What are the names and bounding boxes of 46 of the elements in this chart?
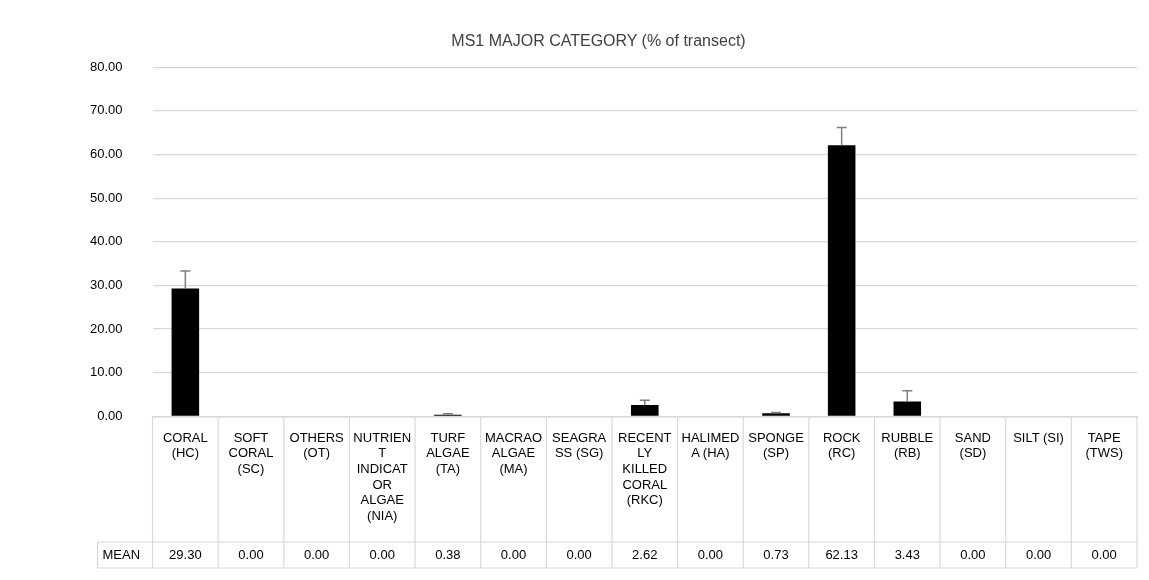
- x-tick-label: SPONGE (SP): [748, 429, 805, 461]
- data-label: 0.00: [303, 546, 330, 562]
- bar: [827, 145, 856, 416]
- y-tick-label: 10.00: [89, 364, 123, 380]
- x-tick-label: RUBBLE (RB): [881, 429, 934, 461]
- x-tick-label: MACRAOALGAE (MA): [484, 429, 543, 476]
- data-label: 0.00: [566, 546, 592, 562]
- y-tick-label: 20.00: [89, 320, 123, 336]
- data-label: 29.30: [169, 546, 202, 562]
- y-tick-label: 0.00: [97, 407, 123, 423]
- data-label: 0.38: [435, 546, 461, 562]
- x-tick-label: TURF ALGAE (TA): [426, 429, 470, 476]
- y-tick-label: 80.00: [89, 58, 123, 74]
- text: MEAN: [102, 546, 141, 562]
- x-tick-label: SOFT CORAL (SC): [228, 429, 274, 476]
- x-tick-label: OTHERS (OT): [289, 429, 345, 461]
- bar: [171, 288, 200, 416]
- x-tick-label: CORAL (HC): [162, 429, 208, 461]
- data-label: 3.43: [894, 546, 920, 562]
- data-label: 0.00: [1091, 546, 1117, 562]
- data-label: 0.00: [1025, 546, 1052, 562]
- x-tick-label: ROCK (RC): [822, 429, 861, 461]
- x-tick-label: SILT (SI): [1013, 429, 1064, 445]
- y-tick-label: 60.00: [89, 146, 123, 162]
- data-label: 0.00: [697, 546, 724, 562]
- bar: [630, 404, 659, 416]
- bar: [762, 413, 790, 416]
- x-tick-label: RECENTLY KILLED CORAL (RKC): [618, 429, 672, 508]
- x-tick-label: SEAGRASS (SG): [552, 429, 607, 461]
- x-tick-label: TAPE (TWS): [1085, 429, 1123, 461]
- data-label: 0.73: [763, 546, 789, 562]
- bar: [893, 401, 922, 416]
- x-tick-label: NUTRIENT INDICATOR ALGAE (NIA): [353, 429, 412, 523]
- data-label: 0.00: [960, 546, 986, 562]
- data-label: 2.62: [632, 546, 658, 562]
- x-tick-label: HALIMEDA (HA): [681, 429, 740, 461]
- y-tick-label: 40.00: [89, 233, 123, 249]
- chart-title: MS1 MAJOR CATEGORY (% of transect): [451, 32, 746, 50]
- data-label: 0.00: [238, 546, 264, 562]
- y-tick-label: 30.00: [89, 277, 123, 293]
- y-tick-label: 70.00: [89, 102, 123, 118]
- x-tick-label: SAND (SD): [954, 429, 991, 461]
- data-label: 0.00: [369, 546, 395, 562]
- data-label: 0.00: [500, 546, 527, 562]
- data-label: 62.13: [825, 546, 858, 562]
- y-tick-label: 50.00: [89, 189, 123, 205]
